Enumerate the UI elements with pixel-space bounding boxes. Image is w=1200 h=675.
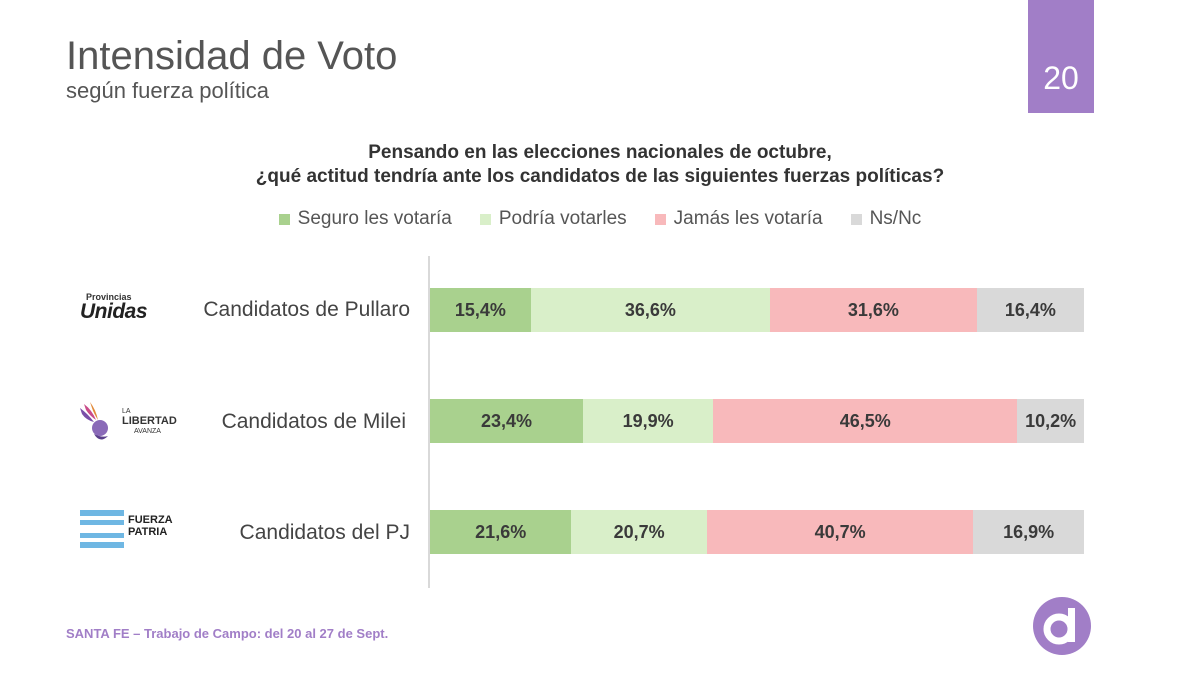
bar-podria-row-3: 20,7% xyxy=(571,510,707,554)
bar-nsnc-row-2: 10,2% xyxy=(1017,399,1084,443)
chart-legend: Seguro les votaría Podría votarles Jamás… xyxy=(0,208,1200,230)
legend-swatch-seguro xyxy=(278,213,290,225)
bar-seguro-row-2: 23,4% xyxy=(430,399,584,443)
lla-text-3: AVANZA xyxy=(134,428,161,435)
row-label-milei: Candidatos de Milei xyxy=(221,410,406,433)
data-label: 20,7% xyxy=(613,521,665,542)
question-line-2: ¿qué actitud tendría ante los candidatos… xyxy=(255,166,945,187)
bar-nsnc-row-3: 16,9% xyxy=(973,510,1084,554)
data-label: 31,6% xyxy=(847,299,899,320)
brand-logo-icon xyxy=(1033,597,1091,655)
data-label: 10,2% xyxy=(1025,410,1077,431)
bar-podria-row-2: 19,9% xyxy=(583,399,714,443)
legend-swatch-jamas xyxy=(654,213,666,225)
bar-jamas-row-2: 46,5% xyxy=(713,399,1018,443)
category-axis-line xyxy=(428,256,430,588)
legend-item-seguro: Seguro les votaría xyxy=(278,208,452,230)
bar-podria-row-1: 36,6% xyxy=(530,288,771,332)
bar-jamas-row-3: 40,7% xyxy=(706,510,974,554)
legend-label-podria: Podría votarles xyxy=(498,208,627,229)
data-label: 21,6% xyxy=(475,521,527,542)
legend-item-nsnc: Ns/Nc xyxy=(850,208,922,230)
data-label: 36,6% xyxy=(624,299,676,320)
page-number: 20 xyxy=(1028,0,1094,113)
question-line-1: Pensando en las elecciones nacionales de… xyxy=(368,142,832,163)
legend-label-seguro: Seguro les votaría xyxy=(297,208,452,229)
lion-wings-icon xyxy=(80,402,108,440)
data-label: 16,9% xyxy=(1003,521,1055,542)
row-label-pj: Candidatos del PJ xyxy=(239,521,410,544)
legend-label-nsnc: Ns/Nc xyxy=(869,208,922,229)
row-label-pullaro: Candidatos de Pullaro xyxy=(203,298,410,321)
data-label: 46,5% xyxy=(839,410,891,431)
legend-label-jamas: Jamás les votaría xyxy=(673,208,823,229)
la-libertad-avanza-logo: LA LIBERTAD AVANZA xyxy=(78,400,178,444)
fuerza-patria-logo: FUERZA PATRIA xyxy=(80,510,180,550)
legend-item-podria: Podría votarles xyxy=(479,208,627,230)
fieldwork-footer: SANTA FE – Trabajo de Campo: del 20 al 2… xyxy=(66,626,389,641)
fuerza-patria-text-2: PATRIA xyxy=(128,526,168,538)
page-title: Intensidad de Voto xyxy=(66,34,398,78)
fuerza-patria-text-1: FUERZA xyxy=(128,514,173,526)
provincias-unidas-logo: Provincias Unidas xyxy=(80,292,170,328)
lla-text-1: LA xyxy=(122,408,131,415)
data-label: 16,4% xyxy=(1004,299,1056,320)
provincias-unidas-logo-small-text: Provincias xyxy=(86,292,132,302)
page-subtitle: según fuerza política xyxy=(66,78,270,103)
lla-text-2: LIBERTAD xyxy=(122,415,177,427)
provincias-unidas-logo-big-text: Unidas xyxy=(80,300,148,323)
bar-nsnc-row-1: 16,4% xyxy=(976,288,1084,332)
data-label: 15,4% xyxy=(454,299,506,320)
legend-swatch-nsnc xyxy=(850,213,862,225)
data-label: 23,4% xyxy=(480,410,533,431)
data-label: 40,7% xyxy=(814,521,866,542)
bar-seguro-row-3: 21,6% xyxy=(430,510,572,554)
bar-seguro-row-1: 15,4% xyxy=(430,288,531,332)
argentina-flag-icon xyxy=(80,510,124,548)
legend-swatch-podria xyxy=(479,213,491,225)
legend-item-jamas: Jamás les votaría xyxy=(654,208,823,230)
data-label: 19,9% xyxy=(622,410,674,431)
bar-jamas-row-1: 31,6% xyxy=(770,288,977,332)
